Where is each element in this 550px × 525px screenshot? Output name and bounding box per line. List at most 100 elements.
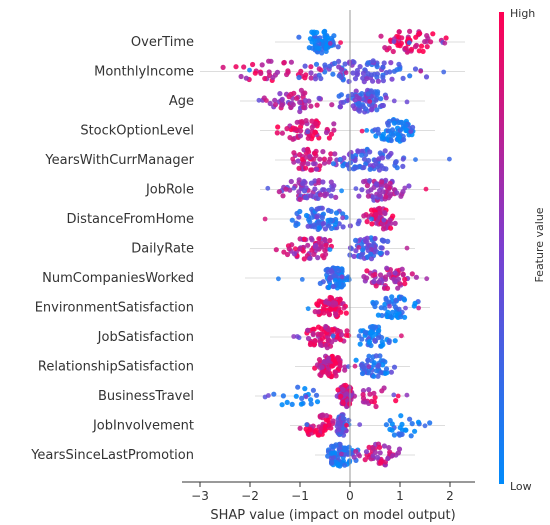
- shap-point: [341, 305, 347, 311]
- shap-point: [362, 457, 368, 463]
- shap-point: [395, 276, 402, 282]
- shap-point: [317, 280, 323, 286]
- shap-point: [305, 242, 311, 248]
- shap-point: [377, 444, 383, 450]
- shap-point: [333, 459, 339, 465]
- shap-point: [329, 353, 335, 359]
- shap-point: [335, 328, 341, 334]
- shap-point: [340, 224, 346, 230]
- shap-point: [336, 58, 342, 64]
- shap-point: [305, 135, 311, 141]
- shap-point: [380, 362, 386, 368]
- shap-point: [391, 39, 397, 45]
- shap-point: [356, 108, 363, 114]
- shap-point: [365, 189, 371, 195]
- shap-point: [389, 294, 395, 300]
- shap-point: [296, 34, 302, 40]
- x-tick-label: 0: [346, 489, 354, 503]
- shap-point: [308, 401, 314, 407]
- shap-point: [331, 127, 337, 133]
- shap-point: [361, 213, 367, 219]
- shap-point: [314, 206, 320, 212]
- shap-point: [365, 357, 371, 363]
- shap-point: [302, 386, 308, 392]
- shap-point: [301, 256, 307, 262]
- shap-point: [353, 248, 359, 254]
- shap-point: [361, 164, 367, 171]
- shap-point: [330, 333, 336, 339]
- shap-point: [328, 455, 334, 461]
- shap-point: [371, 278, 377, 285]
- shap-point: [352, 76, 359, 82]
- shap-point: [370, 78, 376, 84]
- shap-point: [326, 159, 332, 165]
- shap-point: [340, 282, 346, 288]
- shap-point: [291, 185, 297, 191]
- shap-point: [333, 312, 339, 318]
- feature-label: YearsWithCurrManager: [44, 153, 194, 168]
- shap-point: [323, 45, 329, 51]
- shap-point: [303, 394, 309, 400]
- shap-point: [380, 226, 387, 232]
- shap-point: [340, 215, 345, 221]
- shap-point: [369, 247, 374, 252]
- shap-point: [329, 460, 335, 466]
- shap-point: [374, 107, 380, 113]
- shap-point: [367, 99, 373, 104]
- shap-point: [338, 40, 343, 45]
- shap-point: [345, 274, 351, 280]
- shap-point: [400, 163, 406, 169]
- shap-point: [303, 165, 309, 171]
- shap-point: [220, 64, 226, 70]
- shap-point: [382, 305, 388, 311]
- shap-point: [317, 156, 323, 162]
- shap-point: [383, 366, 390, 372]
- shap-point: [259, 62, 265, 68]
- shap-point: [298, 128, 304, 134]
- shap-point: [323, 342, 329, 348]
- shap-point: [363, 449, 370, 455]
- shap-point: [383, 177, 389, 183]
- shap-point: [382, 210, 388, 216]
- shap-point: [308, 103, 314, 109]
- shap-point: [330, 71, 336, 77]
- shap-point: [397, 425, 403, 431]
- shap-point: [288, 59, 294, 65]
- shap-point: [413, 157, 418, 163]
- shap-point: [380, 64, 386, 70]
- shap-point: [381, 238, 387, 244]
- shap-point: [301, 105, 307, 111]
- shap-point: [326, 223, 332, 229]
- shap-point: [398, 431, 404, 437]
- shap-point: [318, 342, 324, 348]
- shap-point: [308, 75, 314, 81]
- shap-point: [331, 121, 337, 127]
- shap-point: [399, 333, 404, 339]
- shap-point: [393, 398, 399, 404]
- shap-point: [337, 441, 343, 447]
- shap-point: [323, 251, 329, 257]
- shap-point: [330, 444, 336, 450]
- shap-point: [385, 309, 391, 315]
- shap-point: [367, 324, 374, 330]
- shap-point: [277, 91, 283, 97]
- shap-point: [378, 458, 384, 464]
- shap-point: [356, 95, 362, 101]
- shap-point: [402, 276, 408, 282]
- shap-point: [391, 68, 397, 74]
- shap-point: [367, 178, 373, 184]
- shap-point: [335, 387, 341, 393]
- shap-point: [392, 159, 399, 166]
- shap-point: [320, 149, 326, 155]
- shap-point: [338, 393, 344, 399]
- shap-point: [332, 300, 339, 306]
- shap-point: [333, 360, 339, 366]
- shap-point: [316, 45, 322, 52]
- shap-point: [307, 154, 313, 160]
- shap-point: [376, 327, 382, 333]
- shap-point: [394, 190, 400, 196]
- shap-point: [309, 215, 315, 221]
- shap-point: [343, 310, 349, 316]
- shap-point: [360, 399, 366, 405]
- shap-point: [374, 454, 381, 460]
